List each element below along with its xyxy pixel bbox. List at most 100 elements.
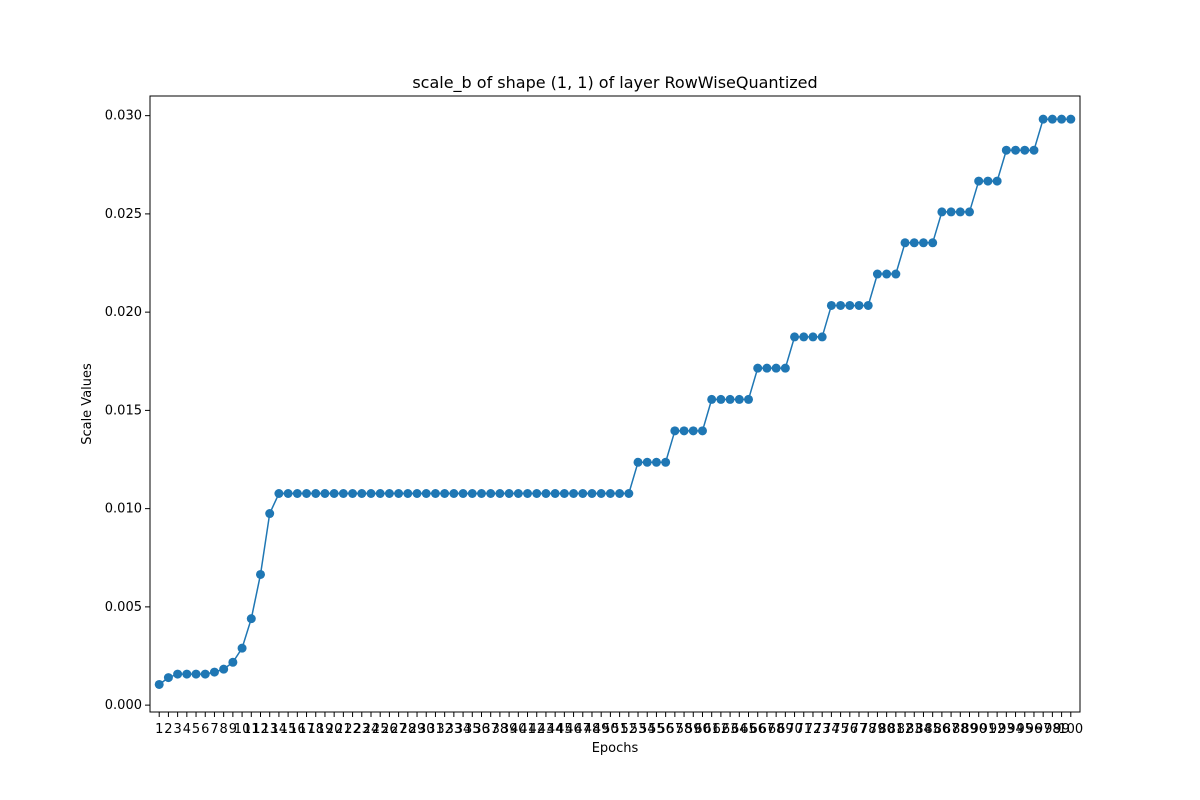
- data-point: [836, 300, 846, 310]
- data-point: [163, 673, 173, 683]
- data-point: [753, 363, 763, 373]
- x-tick-label: 19: [317, 722, 334, 737]
- x-tick-label: 84: [915, 722, 932, 737]
- x-tick-label: 85: [924, 722, 941, 737]
- data-point: [311, 489, 321, 499]
- data-point: [173, 669, 183, 679]
- x-tick-label: 58: [676, 722, 693, 737]
- x-tick-label: 26: [381, 722, 398, 737]
- x-tick-label: 98: [1044, 722, 1061, 737]
- data-point: [357, 489, 367, 499]
- x-tick-label: 52: [621, 722, 638, 737]
- x-tick-label: 29: [409, 722, 426, 737]
- x-tick-label: 94: [1007, 722, 1024, 737]
- x-tick-label: 55: [648, 722, 665, 737]
- x-tick-label: 83: [906, 722, 923, 737]
- x-tick-label: 64: [731, 722, 748, 737]
- data-point: [329, 489, 339, 499]
- x-tick-label: 36: [473, 722, 490, 737]
- data-point: [965, 207, 975, 217]
- x-tick-label: 56: [657, 722, 674, 737]
- data-point: [1066, 114, 1076, 124]
- data-point: [255, 569, 265, 579]
- x-tick-label: 10: [234, 722, 251, 737]
- x-tick-label: 35: [464, 722, 481, 737]
- data-point: [983, 176, 993, 186]
- data-point: [1020, 145, 1030, 155]
- y-axis-label: Scale Values: [80, 363, 95, 445]
- y-tick-label: 0.025: [105, 207, 142, 222]
- x-tick-label: 51: [611, 722, 628, 737]
- x-tick-label: 77: [851, 722, 868, 737]
- data-point: [265, 509, 275, 519]
- x-tick-label: 33: [446, 722, 463, 737]
- data-point: [366, 489, 376, 499]
- data-point: [348, 489, 358, 499]
- x-tick-label: 68: [768, 722, 785, 737]
- x-tick-label: 27: [390, 722, 407, 737]
- x-tick-label: 23: [354, 722, 371, 737]
- data-point: [578, 489, 588, 499]
- data-point: [697, 426, 707, 436]
- x-tick-label: 73: [814, 722, 831, 737]
- data-point: [734, 394, 744, 404]
- data-point: [274, 489, 284, 499]
- data-point: [421, 489, 431, 499]
- y-tick-label: 0.010: [105, 502, 142, 517]
- data-point: [1011, 145, 1021, 155]
- data-point: [909, 238, 919, 248]
- x-tick-label: 9: [229, 722, 237, 737]
- x-tick-label: 100: [1058, 722, 1083, 737]
- data-point: [283, 489, 293, 499]
- x-tick-label: 16: [289, 722, 306, 737]
- data-point: [320, 489, 330, 499]
- data-point: [845, 300, 855, 310]
- data-point: [532, 489, 542, 499]
- x-tick-label: 96: [1026, 722, 1043, 737]
- x-tick-label: 81: [888, 722, 905, 737]
- x-tick-label: 25: [372, 722, 389, 737]
- data-point: [670, 426, 680, 436]
- data-point: [200, 669, 210, 679]
- x-tick-label: 99: [1053, 722, 1070, 737]
- x-tick-label: 60: [694, 722, 711, 737]
- data-point: [338, 489, 348, 499]
- y-tick-label: 0.015: [105, 403, 142, 418]
- data-point: [679, 426, 689, 436]
- data-point: [854, 300, 864, 310]
- x-tick-label: 32: [436, 722, 453, 737]
- data-point: [513, 489, 523, 499]
- data-point: [900, 238, 910, 248]
- data-point: [799, 332, 809, 342]
- data-point: [928, 238, 938, 248]
- data-point: [219, 664, 229, 674]
- x-tick-label: 89: [961, 722, 978, 737]
- data-point: [974, 176, 984, 186]
- x-tick-label: 63: [722, 722, 739, 737]
- data-point: [430, 489, 440, 499]
- x-tick-label: 93: [998, 722, 1015, 737]
- x-tick-label: 43: [538, 722, 555, 737]
- x-tick-label: 39: [501, 722, 518, 737]
- data-point: [504, 489, 514, 499]
- x-tick-label: 76: [842, 722, 859, 737]
- data-point: [1029, 145, 1039, 155]
- x-tick-label: 5: [192, 722, 200, 737]
- x-tick-label: 45: [556, 722, 573, 737]
- data-point: [891, 269, 901, 279]
- x-tick-label: 7: [210, 722, 218, 737]
- x-axis-label: Epochs: [592, 741, 639, 756]
- data-point: [587, 489, 597, 499]
- data-point: [440, 489, 450, 499]
- x-tick-label: 28: [400, 722, 417, 737]
- y-tick-label: 0.020: [105, 305, 142, 320]
- data-point: [394, 489, 404, 499]
- data-point: [633, 457, 643, 467]
- data-point: [992, 176, 1002, 186]
- data-point: [237, 643, 247, 653]
- x-tick-label: 20: [326, 722, 343, 737]
- x-tick-label: 90: [970, 722, 987, 737]
- x-tick-label: 49: [593, 722, 610, 737]
- data-point: [780, 363, 790, 373]
- data-point: [661, 457, 671, 467]
